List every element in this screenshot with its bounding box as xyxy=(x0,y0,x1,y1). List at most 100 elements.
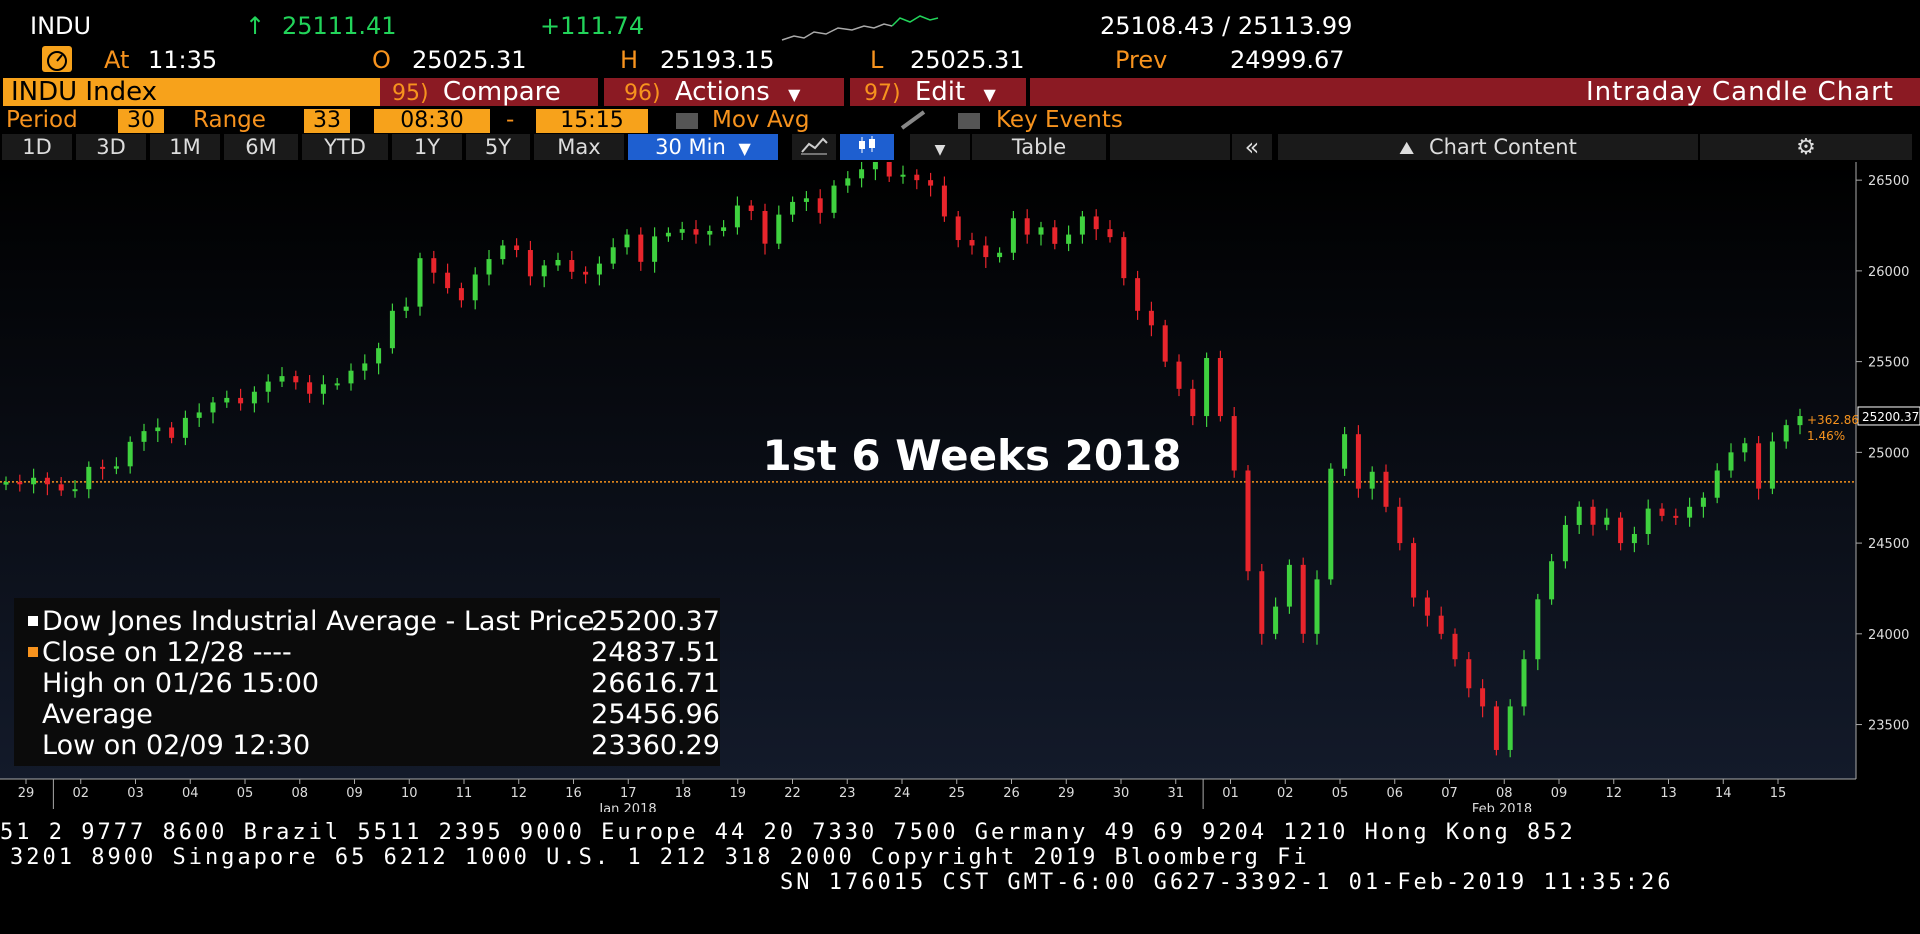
candle xyxy=(1535,593,1541,671)
candle-body xyxy=(445,272,451,289)
candle xyxy=(1562,515,1568,569)
chevron-down-icon: ▼ xyxy=(934,142,946,158)
legend-value: 23360.29 xyxy=(591,730,720,761)
candle-body xyxy=(776,214,782,244)
function-title-text: Intraday Candle Chart xyxy=(1585,77,1894,107)
range-button-ytd[interactable]: YTD xyxy=(302,134,388,160)
candle xyxy=(500,240,506,265)
candle xyxy=(1521,650,1527,716)
candle xyxy=(514,238,520,258)
candle-body xyxy=(734,205,740,228)
candle-chart-icon[interactable] xyxy=(840,134,894,160)
candle-body xyxy=(748,205,754,211)
x-tick-label: 25 xyxy=(948,786,965,801)
candle xyxy=(348,363,354,391)
candle xyxy=(652,227,658,273)
candle-body xyxy=(1383,471,1389,507)
x-tick-label: 09 xyxy=(1551,786,1568,801)
ticker-symbol: INDU xyxy=(30,12,92,40)
range-button-max[interactable]: Max xyxy=(534,134,624,160)
candle-body xyxy=(1507,706,1513,750)
interval-dropdown[interactable]: 30 Min ▼ xyxy=(628,134,778,160)
candle xyxy=(1135,270,1141,320)
candle-body xyxy=(1466,659,1472,689)
low-value: 25025.31 xyxy=(910,46,1025,74)
candle-body xyxy=(652,236,658,262)
candle xyxy=(86,461,92,499)
candle xyxy=(44,472,50,496)
candle xyxy=(1411,537,1417,607)
candle-body xyxy=(583,271,589,275)
candle xyxy=(1631,526,1637,553)
candle-body xyxy=(500,245,506,260)
range-button-1m[interactable]: 1M xyxy=(150,134,220,160)
range-button-5y[interactable]: 5Y xyxy=(466,134,530,160)
candle xyxy=(224,390,230,408)
last-price: 25111.41 xyxy=(282,12,397,40)
candle-body xyxy=(169,427,175,438)
candle xyxy=(1190,379,1196,426)
chevron-down-icon: ▼ xyxy=(788,85,801,104)
speedometer-icon[interactable] xyxy=(42,46,72,72)
pencil-icon[interactable] xyxy=(898,108,928,136)
candle-body xyxy=(1549,561,1555,600)
candle-body xyxy=(155,427,161,432)
candle xyxy=(1549,553,1555,605)
start-time-input[interactable]: 08:30 xyxy=(374,109,490,133)
security-field[interactable]: INDU Index xyxy=(3,78,383,106)
candle xyxy=(1438,606,1444,640)
candle xyxy=(872,162,878,181)
candle-body xyxy=(1424,597,1430,616)
candle xyxy=(1355,425,1361,498)
candle-body xyxy=(1135,278,1141,311)
candle-body xyxy=(1217,357,1223,417)
candle xyxy=(155,418,161,443)
x-tick-label: 04 xyxy=(182,786,199,801)
chart-type-dropdown[interactable]: ▼ xyxy=(910,134,970,160)
range-button-6m[interactable]: 6M xyxy=(224,134,298,160)
candle xyxy=(1645,499,1651,545)
range-input[interactable]: 33 xyxy=(304,109,350,133)
candle xyxy=(1659,503,1665,522)
end-time-input[interactable]: 15:15 xyxy=(536,109,648,133)
candle xyxy=(113,457,119,475)
key-events-checkbox[interactable] xyxy=(958,113,980,129)
candle-body xyxy=(1093,216,1099,230)
candle xyxy=(238,388,244,411)
period-input[interactable]: 30 xyxy=(118,109,164,133)
compare-number: 95) xyxy=(392,81,429,106)
candle xyxy=(596,256,602,286)
range-button-3d[interactable]: 3D xyxy=(76,134,146,160)
mov-avg-checkbox[interactable] xyxy=(676,113,698,129)
line-chart-icon[interactable] xyxy=(792,134,836,160)
candle-body xyxy=(1687,506,1693,518)
candle-body xyxy=(1231,416,1237,471)
candle xyxy=(1797,408,1803,435)
candle-body xyxy=(762,210,768,244)
compare-menu[interactable]: 95) Compare xyxy=(380,78,598,106)
collapse-left-icon[interactable]: « xyxy=(1232,134,1272,160)
candle xyxy=(445,263,451,294)
candle-body xyxy=(693,229,699,235)
settings-button[interactable]: ⚙ xyxy=(1700,134,1912,160)
candle-body xyxy=(1783,425,1789,442)
chart-content-button[interactable]: ⛰ Chart Content xyxy=(1278,134,1698,160)
candle xyxy=(58,477,64,496)
table-button[interactable]: Table xyxy=(972,134,1106,160)
candle-body xyxy=(224,397,230,403)
candle-body xyxy=(293,376,299,383)
month-label: Jan 2018 xyxy=(598,802,656,812)
edit-menu[interactable]: 97) Edit ▼ xyxy=(850,78,1026,106)
actions-menu[interactable]: 96) Actions ▼ xyxy=(604,78,844,106)
high-value: 25193.15 xyxy=(660,46,775,74)
candle-body xyxy=(86,466,92,490)
candle-body xyxy=(900,174,906,177)
range-button-1y[interactable]: 1Y xyxy=(392,134,462,160)
candle xyxy=(1493,700,1499,756)
candle xyxy=(1121,231,1127,286)
legend-swatch-orange xyxy=(28,647,38,657)
range-button-1d[interactable]: 1D xyxy=(2,134,72,160)
candle xyxy=(389,303,395,354)
candle-body xyxy=(1176,361,1182,389)
candle-body xyxy=(486,259,492,275)
